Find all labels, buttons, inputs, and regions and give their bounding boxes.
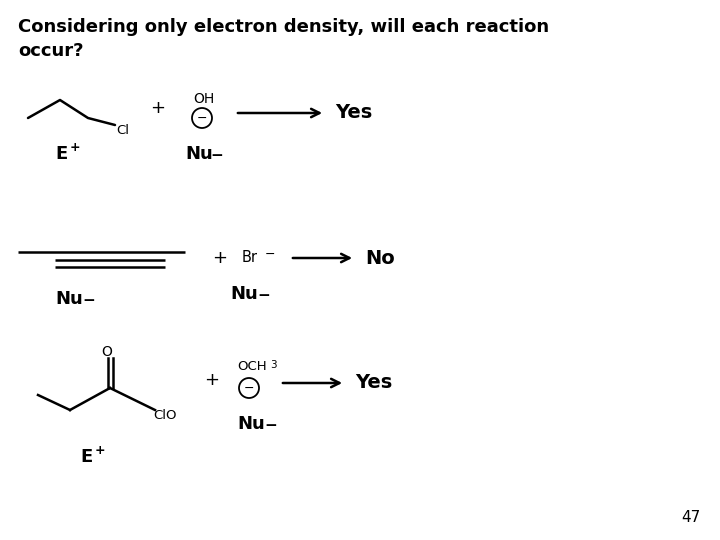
Text: −: −	[257, 288, 270, 303]
Text: 3: 3	[270, 360, 276, 370]
Text: Cl: Cl	[116, 124, 129, 137]
Text: Yes: Yes	[335, 104, 372, 123]
Text: −: −	[82, 293, 95, 308]
Text: occur?: occur?	[18, 42, 84, 60]
Text: −: −	[264, 418, 276, 433]
Text: −: −	[244, 381, 254, 395]
Text: +: +	[204, 371, 220, 389]
Text: −: −	[265, 248, 276, 261]
Text: Br: Br	[242, 250, 258, 265]
Text: O: O	[102, 345, 112, 359]
Text: 47: 47	[680, 510, 700, 525]
Text: OCH: OCH	[237, 360, 266, 373]
Text: OH: OH	[193, 92, 215, 106]
Text: −: −	[197, 111, 207, 125]
Text: No: No	[365, 248, 395, 267]
Text: +: +	[150, 99, 166, 117]
Text: Nu: Nu	[237, 415, 265, 433]
Text: Nu: Nu	[230, 285, 258, 303]
Text: −: −	[210, 148, 222, 163]
Text: +: +	[70, 141, 81, 154]
Text: Yes: Yes	[355, 374, 392, 393]
Text: +: +	[95, 444, 106, 457]
Text: Considering only electron density, will each reaction: Considering only electron density, will …	[18, 18, 549, 36]
Text: Nu: Nu	[185, 145, 212, 163]
Text: E: E	[55, 145, 67, 163]
Text: ClO: ClO	[153, 409, 176, 422]
Text: +: +	[212, 249, 228, 267]
Text: E: E	[80, 448, 92, 466]
Text: Nu: Nu	[55, 290, 83, 308]
